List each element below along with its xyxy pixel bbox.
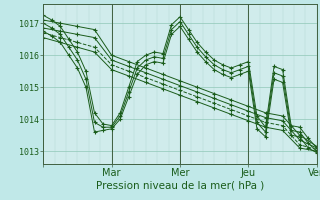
X-axis label: Pression niveau de la mer( hPa ): Pression niveau de la mer( hPa ) [96, 181, 264, 191]
